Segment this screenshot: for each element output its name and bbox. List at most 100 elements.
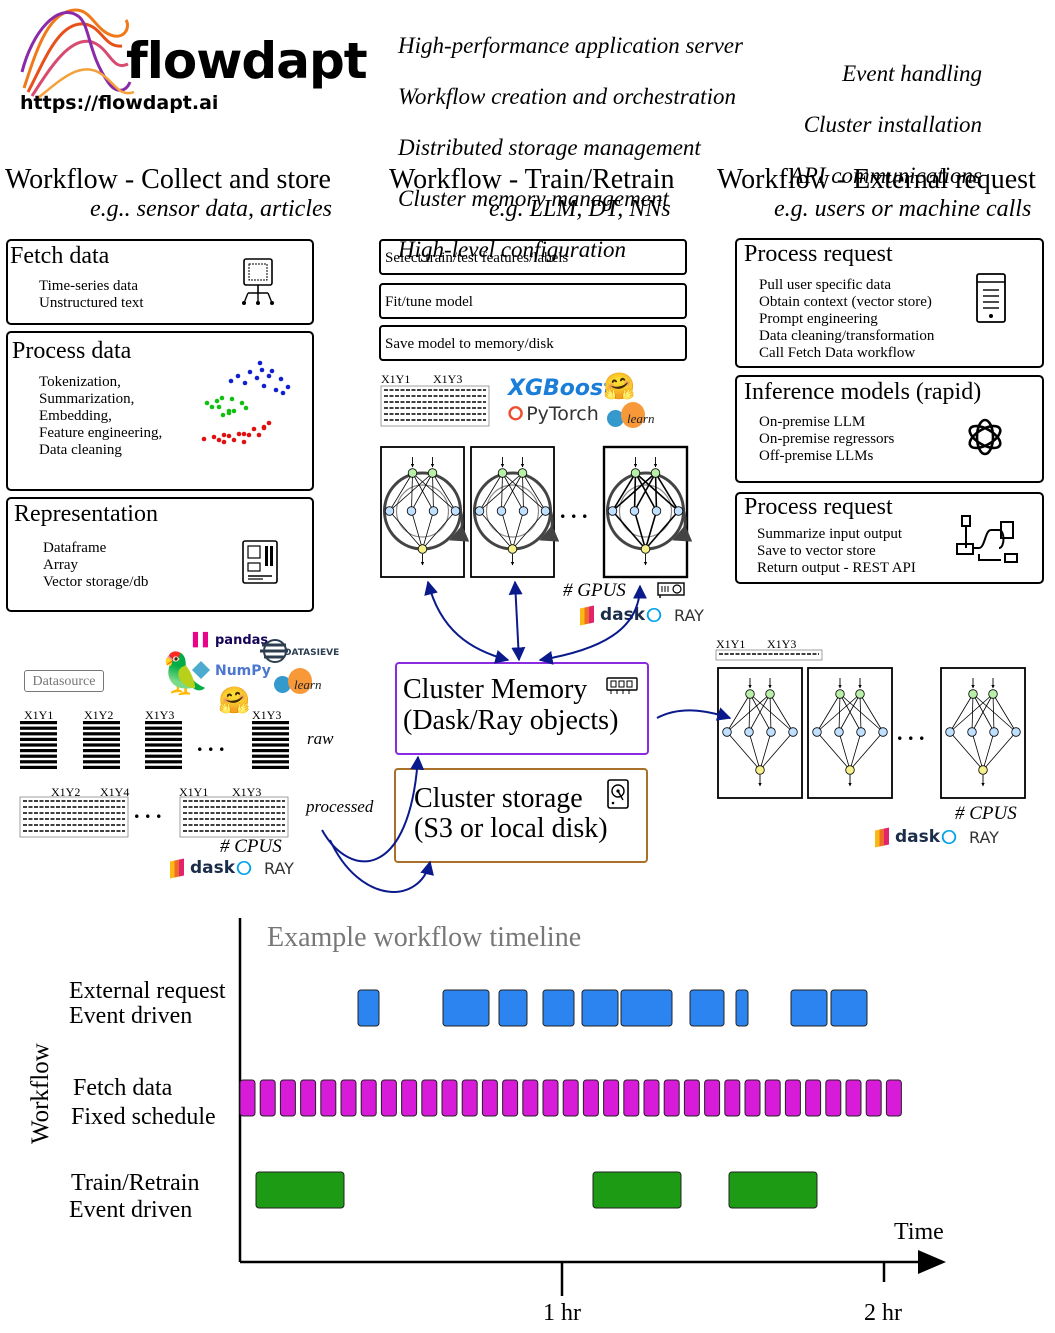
edge	[522, 472, 524, 512]
edge	[726, 693, 751, 733]
inference-table-label-x1y3: X1Y3	[767, 637, 797, 651]
table-row	[145, 749, 182, 753]
nn-ellipsis: . . .	[560, 498, 588, 523]
hidden-node	[673, 506, 684, 516]
network-frame	[602, 445, 689, 579]
pytorch-label: PyTorch	[526, 403, 599, 425]
hidden-node	[474, 506, 485, 516]
cluster-storage-line2: (S3 or local disk)	[414, 813, 608, 844]
features-left: High-performance application server Work…	[398, 7, 743, 288]
edge	[634, 472, 680, 512]
input-node	[630, 468, 641, 478]
edge	[838, 693, 841, 733]
output-node	[978, 765, 988, 775]
timeline-bar-fetch	[300, 1079, 317, 1117]
timeline-bar-fetch	[542, 1079, 559, 1117]
network-frame	[807, 667, 893, 799]
table-row	[145, 743, 182, 747]
edge	[411, 510, 423, 550]
hidden-node	[428, 506, 439, 516]
edge	[633, 472, 637, 512]
timeline-bar-fetch	[764, 1079, 781, 1117]
attention-loop	[473, 471, 552, 551]
scatter-point	[280, 390, 286, 396]
timeline-bar-fetch	[623, 1079, 640, 1117]
edge	[611, 472, 657, 512]
usb-cable-icon	[956, 515, 1018, 563]
timeline-bar-train	[728, 1171, 818, 1209]
dask-label: dask	[895, 827, 941, 847]
attention-loop	[618, 484, 673, 538]
timeline-bar-fetch	[279, 1079, 296, 1117]
neural-network	[380, 446, 470, 578]
sklearn-label: learn	[627, 411, 655, 426]
fetch-data-lines: Time-series data Unstructured text	[39, 278, 144, 311]
edge	[644, 510, 658, 550]
ray-label: RAY	[264, 859, 294, 878]
edge	[971, 693, 994, 733]
neural-network	[717, 667, 803, 799]
hidden-node	[651, 506, 662, 516]
timeline-bar-fetch	[360, 1079, 377, 1117]
hidden-node	[518, 506, 529, 516]
dask-label: dask	[190, 858, 236, 878]
attention-loop	[606, 471, 685, 551]
features-right: Event handling Cluster installation API …	[790, 35, 982, 214]
train-step-save: Save model to memory/disk	[379, 325, 687, 361]
dask-ray-gpu: dask ⭘ RAY	[580, 604, 720, 628]
timeline-bar-external	[790, 989, 828, 1027]
raw-table-label-x1y3-last: X1Y3	[252, 708, 282, 722]
timeline-bar-fetch	[724, 1079, 741, 1117]
timeline-bar-fetch	[704, 1079, 721, 1117]
input-node	[407, 468, 418, 478]
input-node	[745, 689, 755, 699]
hidden-node	[540, 506, 551, 516]
edge	[982, 731, 1017, 771]
cluster-storage-line1: Cluster storage	[414, 783, 583, 814]
arrow-nn1-memory	[424, 580, 510, 664]
feature-item: Cluster installation	[803, 111, 982, 137]
timeline-bar-fetch	[259, 1079, 276, 1117]
fetch-data-box: Fetch data Time-series data Unstructured…	[6, 239, 314, 325]
scatter-point	[241, 439, 247, 445]
timeline-tick-label-2hr: 2 hr	[864, 1300, 902, 1326]
timeline-bar-fetch	[441, 1079, 458, 1117]
table-row	[145, 732, 182, 736]
edge	[389, 510, 423, 550]
logo-url[interactable]: https://flowdapt.ai	[20, 92, 219, 114]
processed-label: processed	[306, 797, 374, 816]
timeline-bar-fetch	[340, 1079, 357, 1117]
edge	[611, 510, 647, 550]
table-row	[20, 754, 57, 758]
timeline-bar-fetch	[461, 1079, 478, 1117]
table-row	[252, 726, 289, 730]
timeline-bar-external	[830, 989, 868, 1027]
dask-ray-left: dask ⭘ RAY	[170, 857, 310, 881]
edge	[654, 472, 680, 512]
raw-data-tables	[20, 721, 289, 769]
hidden-node	[945, 727, 955, 737]
scatter-point	[257, 360, 263, 366]
scatter-point	[241, 431, 247, 437]
scatter-point	[242, 380, 248, 386]
edge	[634, 472, 658, 512]
scatter-point	[216, 437, 222, 443]
process-request-box-1: Process request Pull user specific data …	[735, 238, 1044, 368]
table-row	[145, 760, 182, 764]
timeline-bar-train	[592, 1171, 682, 1209]
dask-ray-right: dask ⭘ RAY	[875, 826, 1015, 850]
datasieve-logo: DATASIEVE	[258, 637, 339, 667]
edge	[411, 472, 433, 512]
edge	[412, 472, 456, 512]
raw-label: raw	[307, 729, 334, 748]
table-row	[252, 765, 289, 769]
raw-table-label-x1y2: X1Y2	[84, 708, 114, 722]
edge	[859, 693, 862, 733]
timeline-bar-fetch	[320, 1079, 337, 1117]
motherboard-icon	[242, 540, 278, 584]
timeline-bar-fetch	[481, 1079, 498, 1117]
attention-loop	[395, 484, 450, 538]
output-node	[507, 544, 518, 554]
edge	[971, 731, 984, 771]
ray-label: RAY	[674, 606, 704, 625]
